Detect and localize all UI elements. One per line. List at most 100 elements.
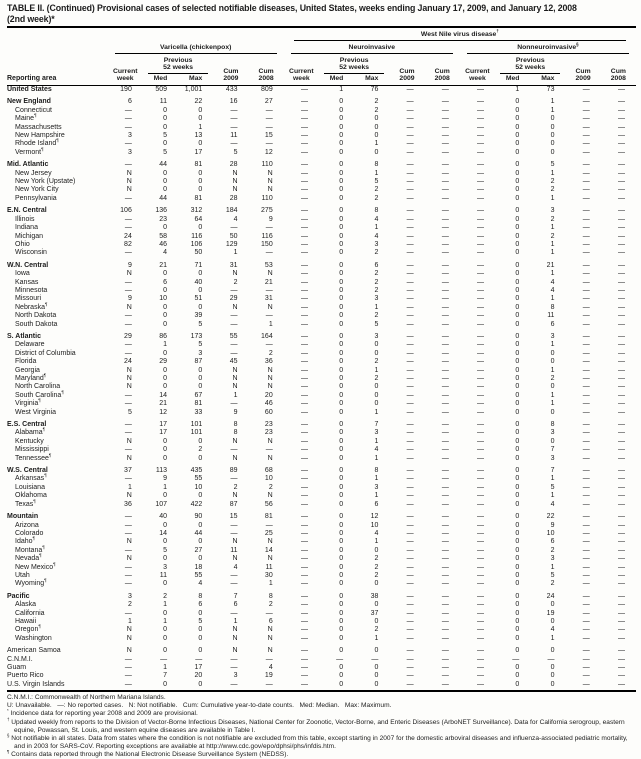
value-cell: —	[441, 148, 449, 156]
value-cell: 4	[374, 446, 379, 454]
reporting-area-cell: California	[15, 609, 45, 617]
value-cell: N	[232, 169, 238, 177]
value-cell: —	[230, 571, 238, 579]
value-cell: —	[406, 664, 414, 671]
value-cell: —	[124, 580, 132, 588]
value-cell: —	[441, 521, 449, 529]
reporting-area-cell: Tennessee¶	[15, 452, 52, 462]
value-cell: 0	[515, 295, 520, 303]
value-cell: —	[230, 609, 238, 617]
value-cell: 2	[233, 278, 238, 286]
reporting-area-header: Reporting area	[7, 28, 108, 86]
value-cell: —	[124, 563, 132, 571]
table-row: Oregon¶ N 0 0 N N — 0 2 — — — 0 4 — —	[7, 624, 636, 634]
value-cell: —	[582, 429, 590, 437]
value-cell: 0	[550, 437, 555, 445]
value-cell: —	[477, 366, 485, 374]
value-cell: 0	[163, 383, 168, 391]
value-cell: 136	[155, 207, 168, 215]
value-cell: —	[230, 680, 238, 688]
value-cell: 5	[163, 148, 168, 156]
value-cell: —	[406, 592, 414, 600]
value-cell: —	[441, 366, 449, 374]
value-cell: —	[441, 286, 449, 294]
table-row: Mountain — 40 90 15 81 — 0 12 — — — 0 22 — —	[7, 509, 636, 521]
reporting-area-cell: Iowa	[15, 270, 30, 278]
value-cell: 0	[339, 446, 344, 454]
table-row: Pennsylvania — 44 81 28 110 — 0 2 — — — 0 1 — —	[7, 195, 636, 203]
value-cell: N	[232, 634, 238, 642]
value-cell: —	[300, 421, 308, 429]
value-cell: 0	[339, 207, 344, 215]
value-cell: —	[618, 513, 625, 521]
value-cell: 0	[339, 609, 344, 617]
table-row: C.N.M.I. — — — — — — — — — — — — — — —	[7, 656, 636, 664]
value-cell: —	[582, 538, 590, 546]
value-cell: —	[300, 286, 308, 294]
value-cell: 0	[374, 664, 379, 671]
value-cell: —	[441, 115, 449, 123]
value-cell: —	[582, 655, 590, 663]
value-cell: —	[441, 358, 449, 366]
value-cell: 55	[194, 475, 203, 483]
value-cell: —	[477, 672, 485, 680]
table-row: South Dakota — 0 5 — 1 — 0 5 — — — 0 6 — —	[7, 321, 636, 329]
value-cell: —	[582, 454, 590, 462]
value-cell: —	[406, 106, 414, 114]
reporting-area-cell: Puerto Rico	[7, 672, 44, 680]
value-cell: N	[267, 366, 273, 374]
reporting-area-cell: Delaware	[15, 341, 45, 349]
table-row: North Dakota — 0 39 — — — 0 2 — — — 0 11 — —	[7, 312, 636, 320]
value-cell: —	[406, 529, 414, 537]
value-cell: —	[441, 475, 449, 483]
value-cell: —	[618, 521, 625, 529]
value-cell: 0	[163, 270, 168, 278]
value-cell: —	[618, 563, 625, 571]
value-cell: 0	[163, 224, 168, 232]
value-cell: —	[618, 664, 625, 671]
value-cell: —	[441, 664, 449, 671]
value-cell: —	[300, 555, 308, 563]
value-cell: 4	[233, 563, 238, 571]
value-cell: 0	[163, 437, 168, 445]
value-cell: —	[582, 492, 590, 500]
value-cell: —	[477, 261, 485, 269]
value-cell: —	[441, 261, 449, 269]
reporting-area-cell: Washington	[15, 634, 52, 642]
value-cell: —	[441, 655, 449, 663]
value-cell: 0	[515, 664, 520, 671]
value-cell: 3	[127, 148, 132, 156]
value-cell: —	[300, 148, 308, 156]
value-cell: —	[406, 454, 414, 462]
value-cell: —	[406, 647, 414, 655]
value-cell: 0	[163, 538, 168, 546]
value-cell: 107	[155, 500, 168, 508]
value-cell: —	[406, 332, 414, 340]
value-cell: —	[406, 98, 414, 106]
value-cell: —	[300, 98, 308, 106]
value-cell: 2	[374, 555, 379, 563]
value-cell: —	[230, 655, 238, 663]
value-cell: —	[406, 312, 414, 320]
value-cell: 1	[374, 437, 379, 445]
value-cell: —	[300, 483, 308, 491]
value-cell: —	[265, 106, 273, 114]
table-row: W.N. Central 9 21 71 31 53 — 0 6 — — — 0 21 — —	[7, 258, 636, 270]
value-cell: 23	[159, 215, 168, 223]
value-cell: —	[300, 563, 308, 571]
neuro-cum-2009-header: Cum 2009	[389, 54, 425, 86]
reporting-area-cell: Wyoming¶	[15, 578, 47, 588]
reporting-area-cell: Alaska	[15, 601, 37, 609]
value-cell: —	[477, 295, 485, 303]
reporting-area-cell: Nebraska¶	[15, 301, 48, 311]
value-cell: 2	[550, 580, 555, 588]
value-cell: —	[618, 492, 625, 500]
value-cell: —	[477, 446, 485, 454]
value-cell: 2	[374, 278, 379, 286]
reporting-area-cell: West Virginia	[15, 408, 56, 416]
value-cell: 0	[515, 555, 520, 563]
reporting-area-cell: W.N. Central	[7, 261, 49, 269]
value-cell: N	[232, 270, 238, 278]
value-cell: —	[406, 178, 414, 186]
